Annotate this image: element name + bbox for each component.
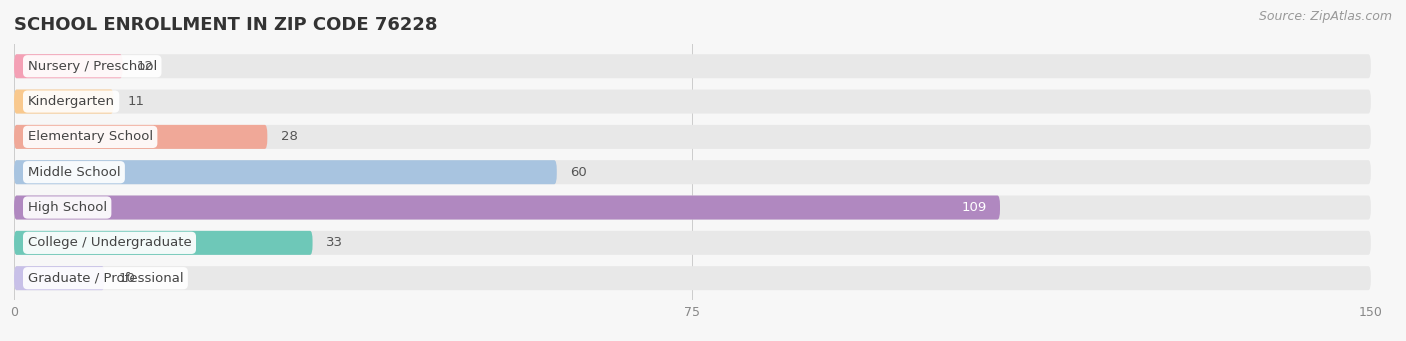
FancyBboxPatch shape: [14, 231, 1371, 255]
Text: 10: 10: [118, 272, 135, 285]
Text: Middle School: Middle School: [28, 166, 121, 179]
FancyBboxPatch shape: [14, 195, 1000, 220]
Text: 109: 109: [962, 201, 987, 214]
Text: Source: ZipAtlas.com: Source: ZipAtlas.com: [1258, 10, 1392, 23]
FancyBboxPatch shape: [14, 125, 267, 149]
FancyBboxPatch shape: [14, 266, 1371, 290]
FancyBboxPatch shape: [14, 160, 557, 184]
FancyBboxPatch shape: [14, 231, 312, 255]
FancyBboxPatch shape: [14, 54, 122, 78]
Text: High School: High School: [28, 201, 107, 214]
FancyBboxPatch shape: [14, 266, 104, 290]
Text: Nursery / Preschool: Nursery / Preschool: [28, 60, 157, 73]
Text: 60: 60: [571, 166, 588, 179]
Text: Graduate / Professional: Graduate / Professional: [28, 272, 183, 285]
Text: 11: 11: [127, 95, 145, 108]
FancyBboxPatch shape: [14, 195, 1371, 220]
Text: SCHOOL ENROLLMENT IN ZIP CODE 76228: SCHOOL ENROLLMENT IN ZIP CODE 76228: [14, 16, 437, 34]
Text: 12: 12: [136, 60, 153, 73]
Text: Kindergarten: Kindergarten: [28, 95, 115, 108]
FancyBboxPatch shape: [14, 90, 1371, 114]
Text: 28: 28: [281, 130, 298, 143]
Text: 33: 33: [326, 236, 343, 249]
Text: Elementary School: Elementary School: [28, 130, 153, 143]
FancyBboxPatch shape: [14, 125, 1371, 149]
Text: College / Undergraduate: College / Undergraduate: [28, 236, 191, 249]
FancyBboxPatch shape: [14, 54, 1371, 78]
FancyBboxPatch shape: [14, 160, 1371, 184]
FancyBboxPatch shape: [14, 90, 114, 114]
